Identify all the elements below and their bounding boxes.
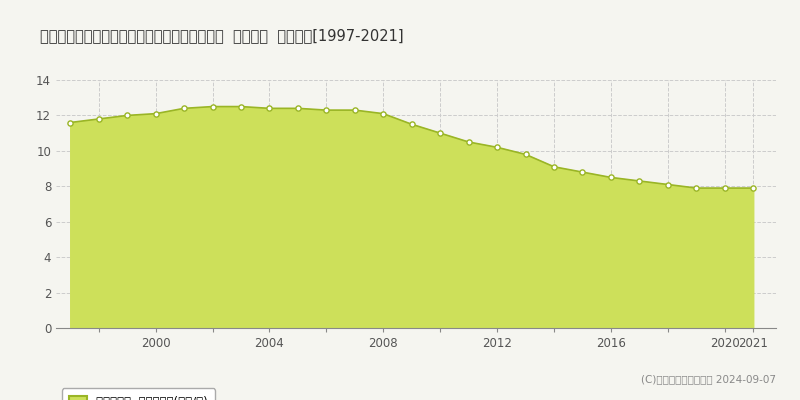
Point [690,185,702,191]
Point [462,139,475,145]
Point [64,119,77,126]
Point [576,169,589,175]
Text: 岩手県胆沢郡金ケ崎町西根西地蔵野３８番４内  基準地価  地価推移[1997-2021]: 岩手県胆沢郡金ケ崎町西根西地蔵野３８番４内 基準地価 地価推移[1997-202… [40,28,404,43]
Point [150,110,162,117]
Point [633,178,646,184]
Point [406,121,418,128]
Point [320,107,333,113]
Point [234,103,247,110]
Point [92,116,105,122]
Legend: 基準地価格  平均坊単価(万円/坊): 基準地価格 平均坊単価(万円/坊) [62,388,215,400]
Point [434,130,446,136]
Point [291,105,304,112]
Text: (C)土地価格ドットコム 2024-09-07: (C)土地価格ドットコム 2024-09-07 [641,374,776,384]
Point [662,181,674,188]
Point [605,174,618,181]
Point [548,164,561,170]
Point [377,110,390,117]
Point [349,107,362,113]
Point [747,185,760,191]
Point [178,105,190,112]
Point [718,185,731,191]
Point [121,112,134,119]
Point [206,103,219,110]
Point [263,105,276,112]
Point [519,151,532,158]
Point [490,144,503,150]
